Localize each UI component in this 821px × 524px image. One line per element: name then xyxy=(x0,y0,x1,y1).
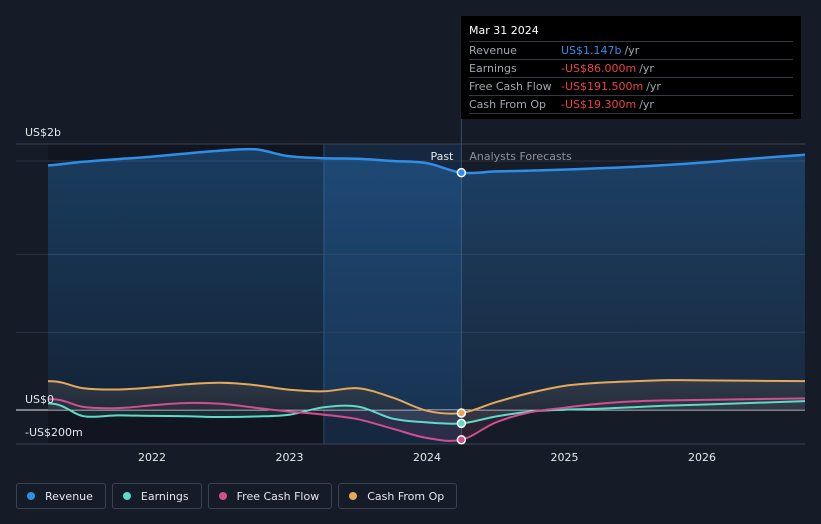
legend-dot-icon xyxy=(349,492,358,500)
x-tick-label: 2022 xyxy=(138,451,166,464)
legend-item-free-cash-flow[interactable]: Free Cash Flow xyxy=(207,483,333,509)
tooltip-date: Mar 31 2024 xyxy=(469,24,539,37)
legend-label: Revenue xyxy=(45,489,93,503)
legend-label: Cash From Op xyxy=(367,489,445,503)
tooltip-panel: Mar 31 2024 Revenue US$1.147b/yr Earnings -… xyxy=(461,16,801,119)
tooltip-label: Earnings xyxy=(469,62,517,75)
tooltip-row-free-cash-flow: Free Cash Flow -US$191.500m/yr xyxy=(469,77,793,95)
tooltip-value: -US$191.500m xyxy=(561,80,644,93)
tooltip-row-cash-from-op: Cash From Op -US$19.300m/yr xyxy=(469,95,793,113)
left-mask xyxy=(0,100,48,480)
cash-from-op-highlight-dot xyxy=(456,408,467,418)
x-tick-label: 2023 xyxy=(276,451,304,464)
forecast-label: Analysts Forecasts xyxy=(469,150,572,163)
tooltip-label: Revenue xyxy=(469,44,517,57)
x-tick-label: 2025 xyxy=(551,451,579,464)
earnings-highlight-dot xyxy=(456,418,467,429)
x-tick-label: 2024 xyxy=(413,451,441,464)
tooltip-row-revenue: Revenue US$1.147b/yr xyxy=(469,41,793,59)
revenue-area xyxy=(48,149,805,410)
tooltip-bottom-divider xyxy=(469,113,793,114)
legend: Revenue Earnings Free Cash Flow Cash From O… xyxy=(16,483,458,509)
past-label: Past xyxy=(430,150,454,163)
y-tick-label: US$2b xyxy=(25,126,61,139)
legend-item-cash-from-op[interactable]: Cash From Op xyxy=(338,483,458,509)
tooltip-unit: /yr xyxy=(624,44,640,57)
legend-dot-icon xyxy=(122,492,131,500)
legend-dot-icon xyxy=(27,492,35,500)
revenue-highlight-dot xyxy=(456,167,467,178)
tooltip-unit: /yr xyxy=(639,98,654,111)
free-cash-flow-line xyxy=(48,397,805,442)
tooltip-row-earnings: Earnings -US$86.000m/yr xyxy=(469,59,793,77)
tooltip-unit: /yr xyxy=(646,80,661,93)
cash-from-op-line xyxy=(48,379,805,415)
y-tick-label: US$0 xyxy=(25,393,54,406)
legend-item-revenue[interactable]: Revenue xyxy=(16,483,106,509)
tooltip-label: Cash From Op xyxy=(469,98,547,111)
legend-label: Free Cash Flow xyxy=(236,489,320,503)
tooltip-value: US$1.147b xyxy=(561,44,622,57)
earnings-line xyxy=(48,400,805,425)
chart-canvas: US$2b US$0 -US$200m 2022 2023 2024 2025 2026 Pas… xyxy=(0,16,805,480)
revenue-line xyxy=(48,147,805,175)
tooltip-value: -US$19.300m xyxy=(561,98,637,111)
tooltip-value: -US$86.000m xyxy=(561,62,637,75)
legend-item-earnings[interactable]: Earnings xyxy=(111,483,202,509)
tooltip-label: Free Cash Flow xyxy=(469,80,552,93)
legend-label: Earnings xyxy=(140,489,189,503)
legend-dot-icon xyxy=(218,492,227,500)
tooltip-unit: /yr xyxy=(639,62,654,75)
free-cash-flow-highlight-dot xyxy=(456,435,467,445)
earnings-area xyxy=(48,401,805,424)
x-tick-label: 2026 xyxy=(688,451,716,464)
y-tick-label: -US$200m xyxy=(25,426,83,439)
